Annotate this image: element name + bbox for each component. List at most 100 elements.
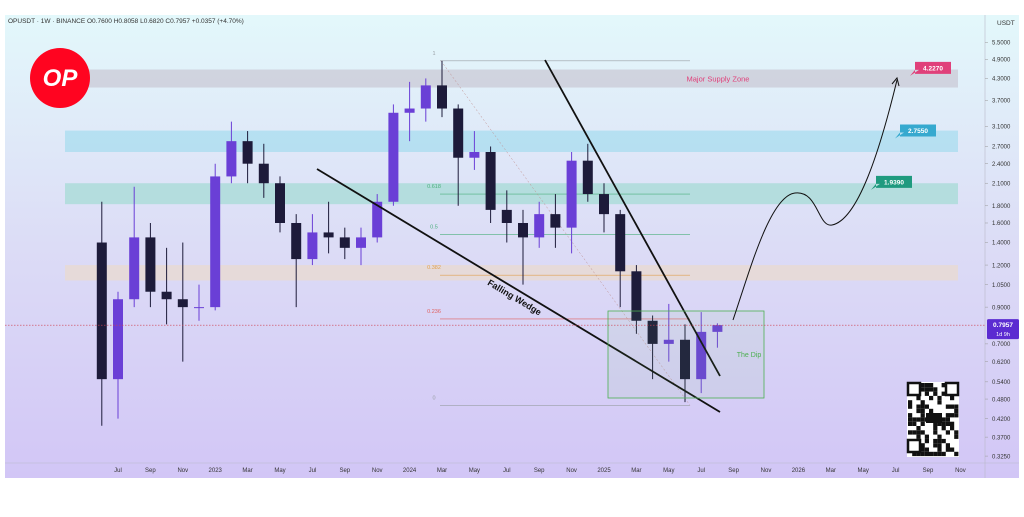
candle-body [696,331,707,380]
qr-cell [941,426,946,431]
x-tick-label: Mar [437,468,447,474]
qr-cell [933,387,938,392]
zone [65,265,958,281]
qr-cell [954,404,959,409]
candle-body [437,85,447,109]
y-tick-label: 1.0500 [992,283,1011,289]
qr-cell [954,451,959,457]
fib-label: 0.236 [427,309,441,315]
qr-cell [941,451,946,457]
y-tick-label: 4.3000 [992,77,1011,83]
x-tick-label: Sep [534,468,545,474]
qr-cell [945,413,950,418]
candle-body [647,320,658,344]
y-tick-label: 0.4800 [992,397,1011,403]
qr-cell [929,395,934,401]
price-callout-label: 4.2270 [923,65,943,72]
candle-body [518,222,528,238]
qr-cell [941,421,946,426]
zone [65,130,958,152]
qr-cell [924,438,929,444]
candle-body [145,237,156,292]
qr-cell [912,421,917,426]
candle-body [258,163,269,184]
qr-cell [920,383,925,388]
x-tick-label: Sep [923,468,934,474]
qr-cell [920,408,925,414]
wedge-upper-line [544,59,721,377]
logo-circle [30,48,90,108]
wedge-lower-line [316,168,721,413]
zone [65,183,958,205]
x-tick-label: Jul [697,468,705,474]
qr-cell [912,451,917,457]
x-tick-label: Sep [145,468,156,474]
qr-cell [954,408,959,414]
candle-body [631,271,642,321]
x-tick-label: May [858,468,869,474]
qr-cell [924,383,929,388]
candle-body [307,232,318,260]
candle-body [663,339,674,344]
qr-cell [924,391,929,396]
candle-body [501,209,512,223]
candle-body [615,214,626,272]
price-labels: 4.2270 2.7550 1.9390 [871,61,951,190]
qr-cell [945,443,950,448]
qr-cell [933,426,938,431]
candle-body [485,151,496,210]
candle-body [550,214,561,228]
axes: 5.5000 4.9000 4.3000 3.7000 3.1000 2.7000 2.40… [5,41,1019,474]
qr-cell [945,417,950,422]
qr-cell [945,404,950,409]
qr-cell [954,430,959,435]
qr-cell [941,383,946,388]
candle-body [113,299,123,380]
qr-cell [916,417,921,422]
qr-cell [945,421,950,426]
qr-cell [924,434,929,439]
candle-body [680,339,690,380]
candle-body [194,307,204,309]
candle-body [177,299,188,308]
candle-body [356,237,366,248]
qr-cell [920,404,925,409]
projection-path [732,79,898,321]
last-price-box [987,319,1019,340]
x-tick-label: Mar [631,468,641,474]
qr-cell [924,387,929,392]
qr-cell [933,451,938,457]
qr-center [926,413,942,423]
qr-cell [937,434,942,439]
qr-cell [920,443,925,448]
qr-cell [920,417,925,422]
qr-cell [916,434,921,439]
price-callout [910,61,951,76]
candle-body [210,176,221,308]
qr-cell [929,387,934,392]
y-tick-label: 1.4000 [992,241,1011,247]
y-tick-label: 0.7000 [992,342,1011,348]
qr-cell [920,447,925,452]
candle-body [712,325,723,332]
x-tick-label: Nov [177,468,188,474]
qr-finder [906,381,922,397]
qr-cell [908,417,913,422]
x-tick-label: Jul [503,468,511,474]
x-tick-label: 2023 [209,468,223,474]
candle-body [453,108,464,158]
qr-cell [945,430,950,435]
candle-body [96,242,107,380]
candle-body [599,194,609,215]
candle-body [420,85,431,109]
qr-cell [916,404,921,409]
candle-body [242,141,253,164]
qr-cell [933,421,938,426]
qr-cell [941,391,946,396]
qr-cell [950,395,955,401]
candle-body [226,141,237,177]
dip-label: The Dip [737,352,762,359]
y-tick-label: 2.7000 [992,145,1011,151]
x-tick-label: Jul [114,468,122,474]
